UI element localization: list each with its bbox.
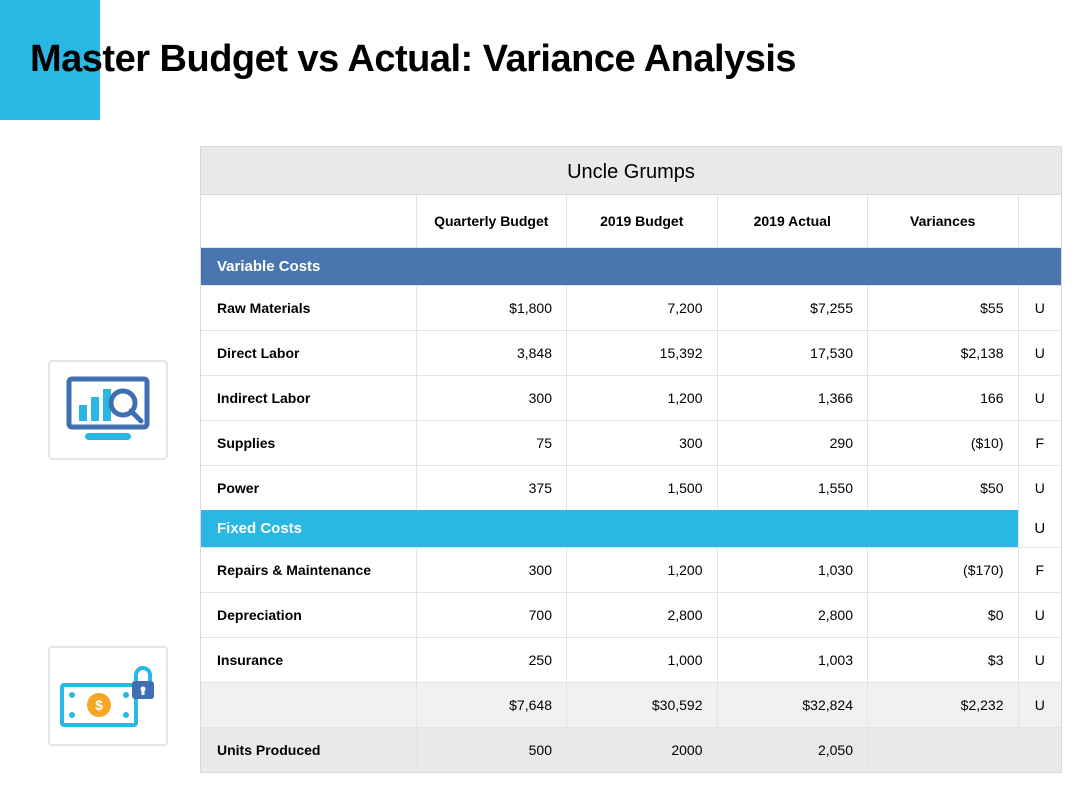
section-row: Fixed CostsU <box>201 510 1061 548</box>
cell-quarterly: 3,848 <box>416 331 567 376</box>
row-label: Indirect Labor <box>201 376 416 421</box>
cell-variance: $0 <box>868 593 1019 638</box>
cell-budget: 1,000 <box>567 638 718 683</box>
svg-text:$: $ <box>95 697 103 713</box>
table-row: Insurance2501,0001,003$3U <box>201 638 1061 683</box>
cell-variance: $55 <box>868 286 1019 331</box>
cell-actual: 290 <box>717 421 868 466</box>
cell-actual: 1,030 <box>717 548 868 593</box>
col-header-blank <box>201 195 416 248</box>
row-label: Units Produced <box>201 728 416 773</box>
cell-variance: $3 <box>868 638 1019 683</box>
section-label: Variable Costs <box>201 248 1061 286</box>
table-row: Supplies75300290($10)F <box>201 421 1061 466</box>
cell-budget: 7,200 <box>567 286 718 331</box>
table-row: $7,648$30,592$32,824$2,232U <box>201 683 1061 728</box>
cell-actual: 17,530 <box>717 331 868 376</box>
row-label: Direct Labor <box>201 331 416 376</box>
cell-quarterly: 300 <box>416 548 567 593</box>
cell-quarterly: 250 <box>416 638 567 683</box>
cell-variance: $2,232 <box>868 683 1019 728</box>
row-label: Power <box>201 466 416 511</box>
analytics-monitor-icon <box>48 360 168 460</box>
cell-variance: ($10) <box>868 421 1019 466</box>
cell-flag: U <box>1018 683 1061 728</box>
page-title: Master Budget vs Actual: Variance Analys… <box>30 38 796 81</box>
col-header-budget: 2019 Budget <box>567 195 718 248</box>
cell-variance: $2,138 <box>868 331 1019 376</box>
cell-actual: 2,800 <box>717 593 868 638</box>
cell-budget: 1,200 <box>567 376 718 421</box>
cell-budget: 15,392 <box>567 331 718 376</box>
cell-flag: U <box>1018 593 1061 638</box>
section-label: Fixed Costs <box>201 510 1018 548</box>
cell-budget: $30,592 <box>567 683 718 728</box>
table-row: Units Produced50020002,050 <box>201 728 1061 773</box>
cell-quarterly: 700 <box>416 593 567 638</box>
table-title: Uncle Grumps <box>201 147 1061 195</box>
table-row: Direct Labor3,84815,39217,530$2,138U <box>201 331 1061 376</box>
cell-flag: U <box>1018 376 1061 421</box>
cell-quarterly: $1,800 <box>416 286 567 331</box>
cell-actual: 1,366 <box>717 376 868 421</box>
cell-actual: $7,255 <box>717 286 868 331</box>
cell-variance: ($170) <box>868 548 1019 593</box>
row-label: Insurance <box>201 638 416 683</box>
money-lock-icon: $ <box>48 646 168 746</box>
cell-variance: 166 <box>868 376 1019 421</box>
table-row: Power3751,5001,550$50U <box>201 466 1061 511</box>
cell-actual: 2,050 <box>717 728 868 773</box>
cell-budget: 1,500 <box>567 466 718 511</box>
variance-table: Uncle Grumps Quarterly Budget 2019 Budge… <box>200 146 1062 773</box>
cell-quarterly: 300 <box>416 376 567 421</box>
cell-variance: $50 <box>868 466 1019 511</box>
col-header-actual: 2019 Actual <box>717 195 868 248</box>
col-header-variances: Variances <box>868 195 1019 248</box>
row-label: Repairs & Maintenance <box>201 548 416 593</box>
cell-quarterly: 75 <box>416 421 567 466</box>
row-label: Raw Materials <box>201 286 416 331</box>
col-header-quarterly: Quarterly Budget <box>416 195 567 248</box>
cell-budget: 2000 <box>567 728 718 773</box>
cell-budget: 300 <box>567 421 718 466</box>
cell-variance <box>868 728 1019 773</box>
cell-flag: U <box>1018 331 1061 376</box>
cell-actual: 1,003 <box>717 638 868 683</box>
cell-flag: U <box>1018 638 1061 683</box>
cell-actual: 1,550 <box>717 466 868 511</box>
cell-flag: F <box>1018 421 1061 466</box>
cell-budget: 1,200 <box>567 548 718 593</box>
cell-actual: $32,824 <box>717 683 868 728</box>
cell-flag: U <box>1018 286 1061 331</box>
cell-flag: U <box>1018 466 1061 511</box>
cell-flag <box>1018 728 1061 773</box>
table-row: Indirect Labor3001,2001,366166U <box>201 376 1061 421</box>
cell-quarterly: 375 <box>416 466 567 511</box>
table-row: Raw Materials$1,8007,200$7,255$55U <box>201 286 1061 331</box>
cell-flag: F <box>1018 548 1061 593</box>
section-row: Variable Costs <box>201 248 1061 286</box>
section-flag: U <box>1018 510 1061 548</box>
table-row: Depreciation7002,8002,800$0U <box>201 593 1061 638</box>
cell-quarterly: $7,648 <box>416 683 567 728</box>
row-label <box>201 683 416 728</box>
col-header-flag <box>1018 195 1061 248</box>
cell-quarterly: 500 <box>416 728 567 773</box>
row-label: Supplies <box>201 421 416 466</box>
table-row: Repairs & Maintenance3001,2001,030($170)… <box>201 548 1061 593</box>
cell-budget: 2,800 <box>567 593 718 638</box>
column-header-row: Quarterly Budget 2019 Budget 2019 Actual… <box>201 195 1061 248</box>
row-label: Depreciation <box>201 593 416 638</box>
